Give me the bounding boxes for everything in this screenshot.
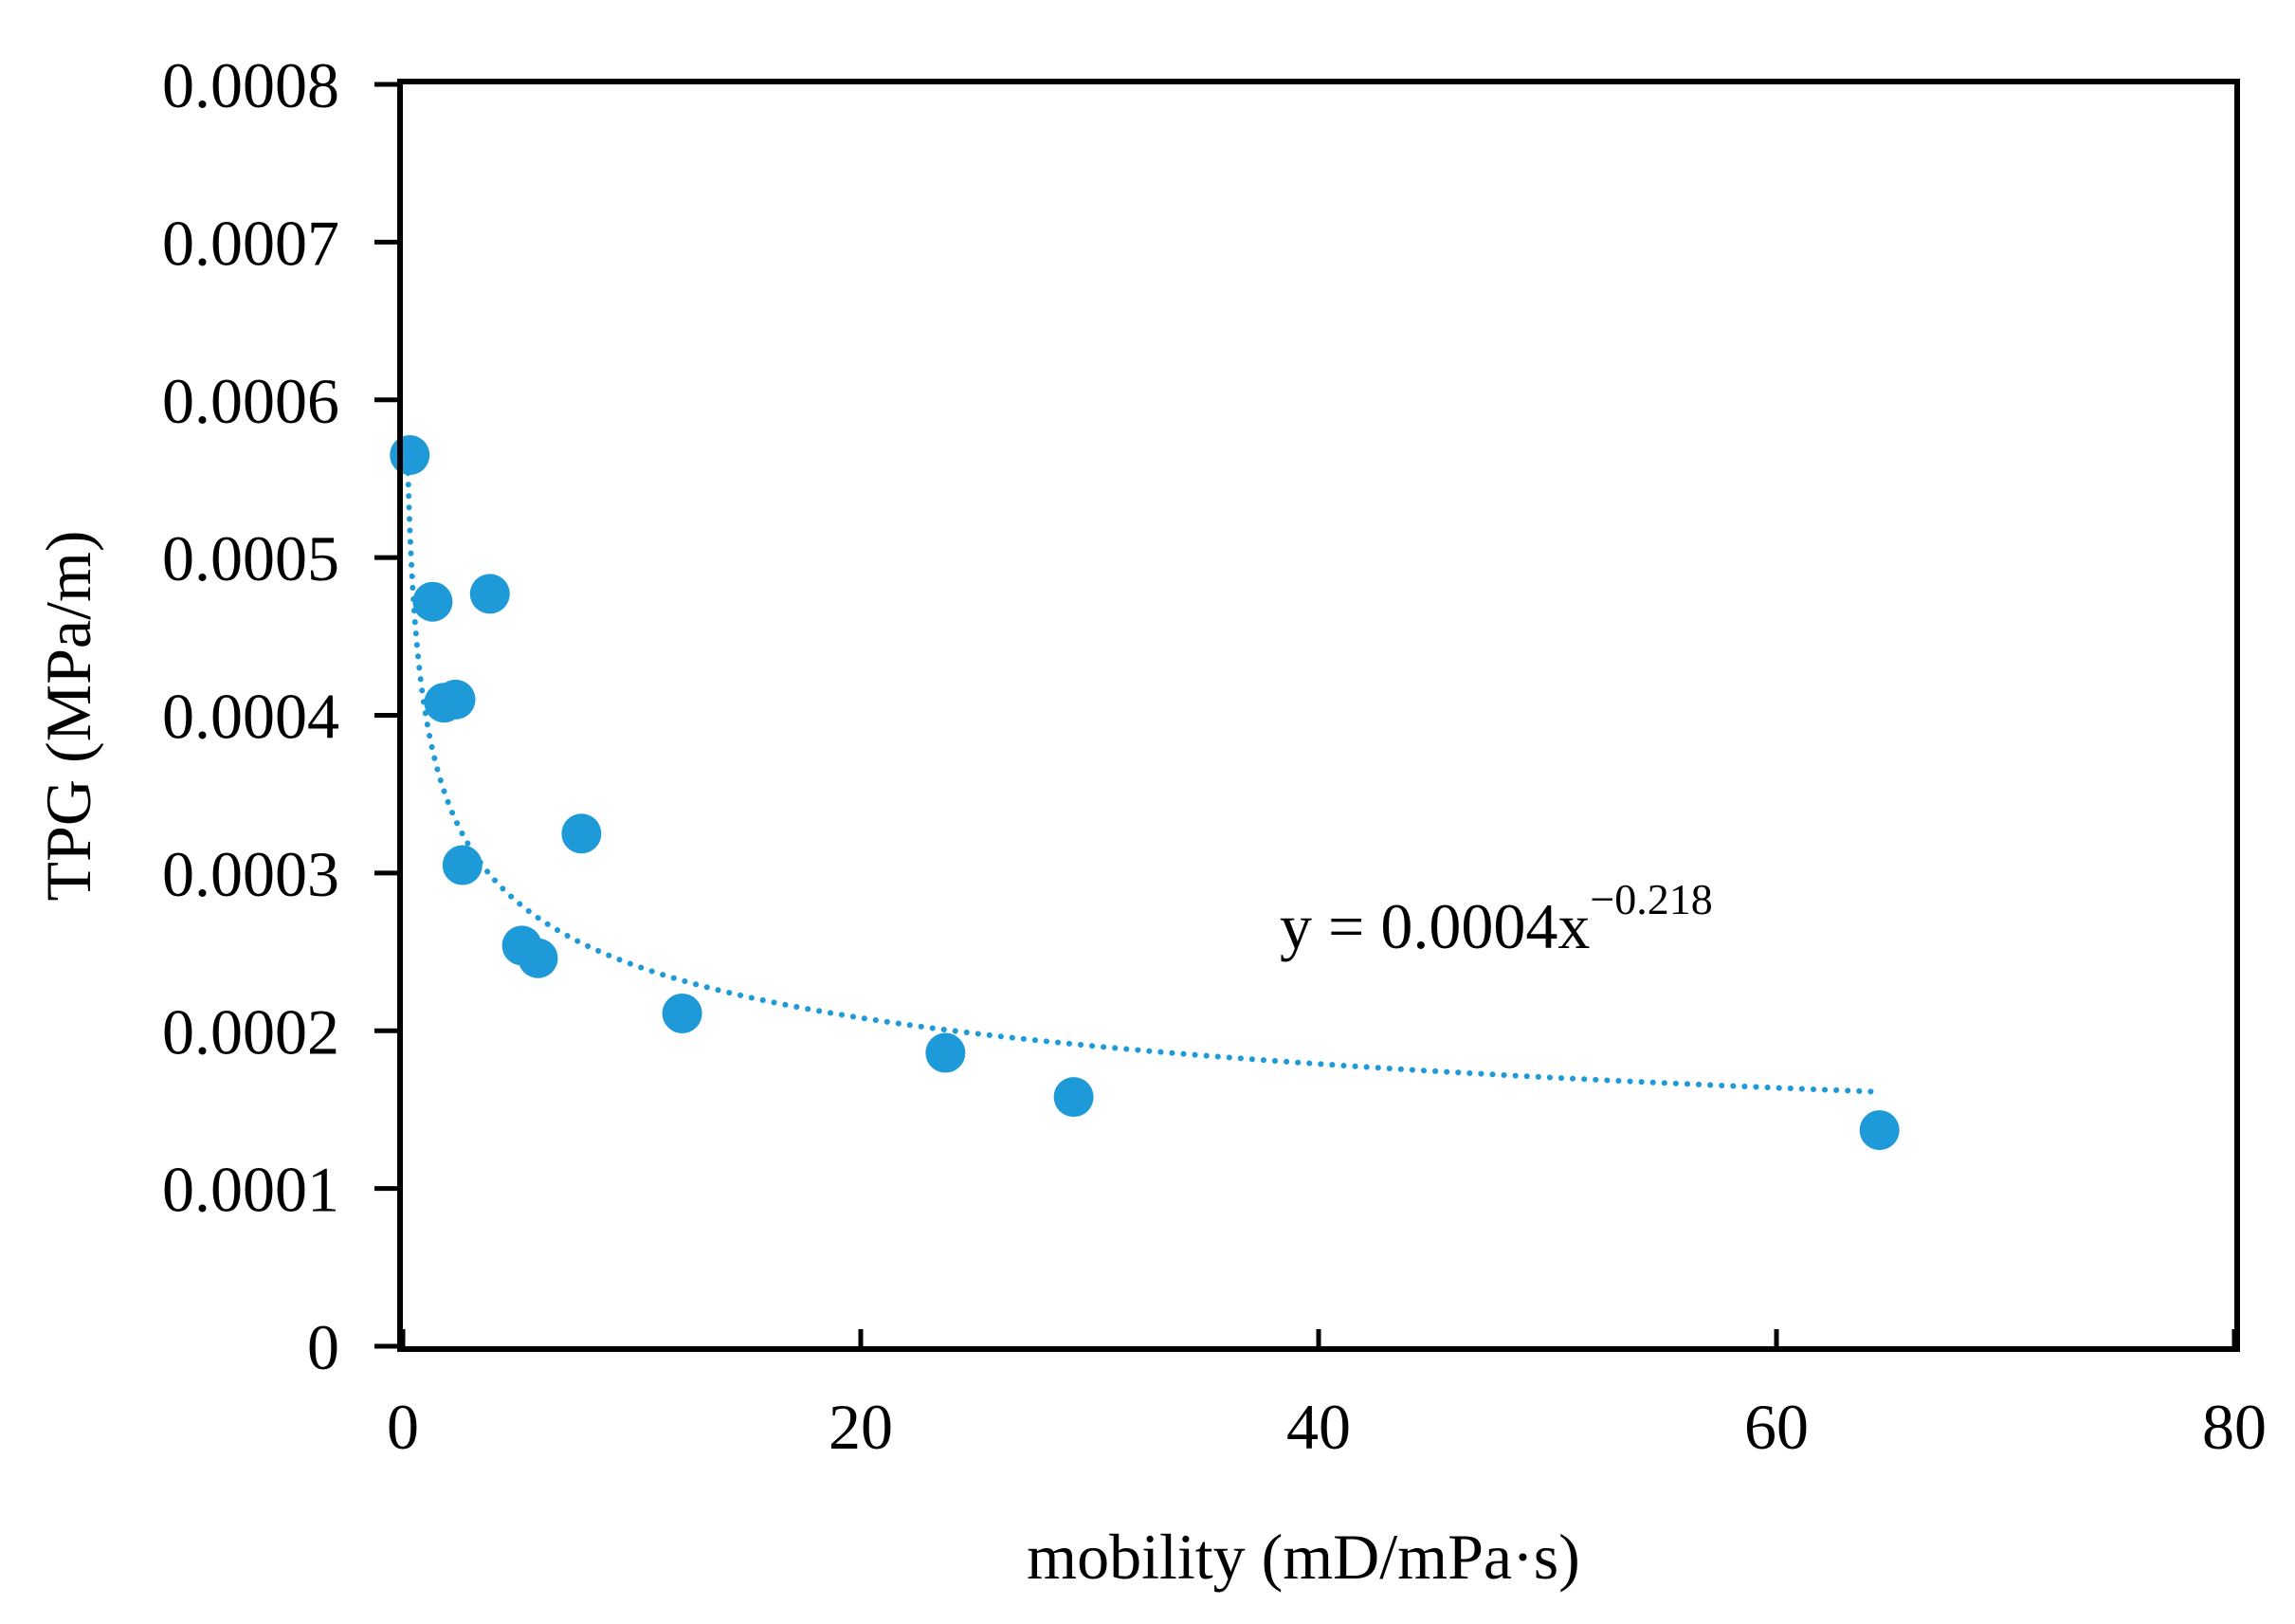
y-axis-title: TPG (MPa/m) [32, 531, 104, 902]
data-point [561, 813, 602, 854]
data-point [469, 574, 510, 614]
x-tick-label: 20 [829, 1391, 893, 1463]
power-trendline [404, 447, 1883, 1095]
trendline-equation-main: y = 0.0004x [1280, 890, 1590, 962]
trendline-layer [404, 447, 1883, 1095]
x-axis-title: mobility (mD/mPa·s) [1027, 1521, 1580, 1593]
y-tick-label: 0.0003 [162, 838, 339, 910]
y-tick-label: 0.0001 [162, 1154, 339, 1226]
y-tick-label: 0 [307, 1311, 339, 1383]
data-point [435, 679, 476, 720]
data-point [1053, 1077, 1094, 1118]
y-tick-label: 0.0007 [162, 207, 339, 279]
plot-area-frame [397, 79, 2240, 1352]
data-points-layer [390, 434, 1900, 1151]
x-tick-label: 60 [1744, 1391, 1809, 1463]
y-tick-label: 0.0006 [162, 365, 339, 437]
data-point [412, 581, 453, 622]
x-tick-label: 40 [1286, 1391, 1351, 1463]
data-point [662, 993, 702, 1033]
data-point [390, 434, 430, 475]
trendline-equation: y = 0.0004x−0.218 [1280, 875, 1713, 962]
x-tick-label: 80 [2202, 1391, 2267, 1463]
data-point [518, 938, 558, 978]
data-point [925, 1032, 966, 1073]
y-tick-label: 0.0005 [162, 522, 339, 594]
x-tick-label: 0 [387, 1391, 419, 1463]
axes-layer [397, 79, 2240, 1352]
y-tick-label: 0.0002 [162, 995, 339, 1067]
data-point [1859, 1110, 1900, 1151]
y-tick-label: 0.0004 [162, 681, 339, 753]
x-ticks-layer: 0 20 40 60 80 [387, 1329, 2267, 1463]
data-point [442, 845, 483, 885]
y-ticks-layer: 0 0.0001 0.0002 0.0003 0.0004 0.0005 0.0006 0.0… [162, 49, 403, 1383]
trendline-equation-exponent: −0.218 [1590, 875, 1712, 923]
y-tick-label: 0.0008 [162, 49, 339, 121]
